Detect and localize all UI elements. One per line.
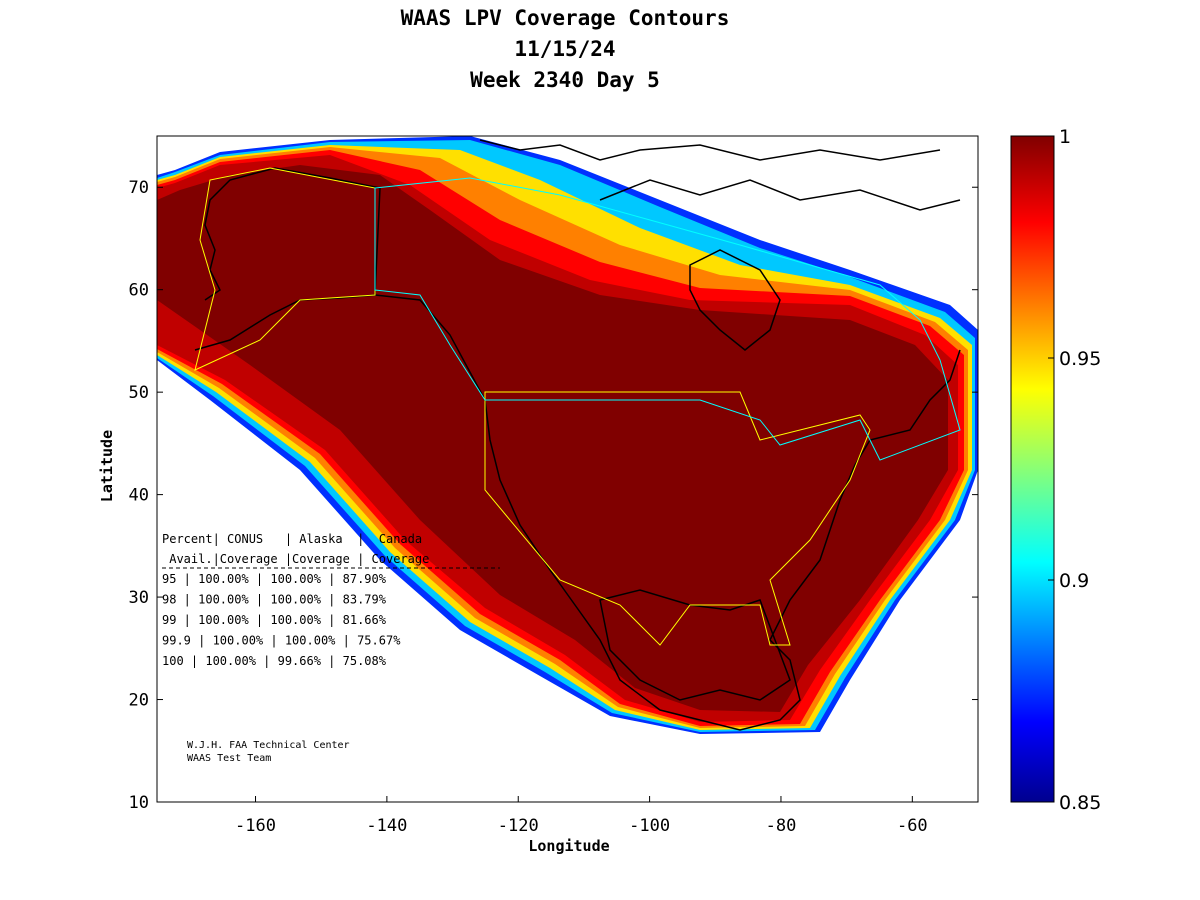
colorbar-tick-label: 0.9 (1059, 570, 1089, 592)
x-axis: -160 -140 -120 -100 -80 -60 (235, 796, 928, 836)
y-tick-label: 20 (129, 691, 149, 711)
x-tick-label: -140 (366, 816, 407, 836)
table-row: 98 | 100.00% | 100.00% | 83.79% (162, 593, 387, 607)
table-row: 99.9 | 100.00% | 100.00% | 75.67% (162, 634, 401, 648)
pacific-coast (374, 294, 701, 721)
x-tick-label: -120 (498, 816, 539, 836)
credit-line-1: W.J.H. FAA Technical Center (187, 740, 350, 751)
arctic-islands-2 (599, 179, 961, 211)
colorbar-tick-label: 1 (1059, 126, 1071, 148)
y-tick-label: 40 (129, 486, 149, 506)
canada-boundary (374, 177, 961, 461)
table-rows: 95 | 100.00% | 100.00% | 87.90% 98 | 100… (162, 572, 401, 668)
title-line-3: Week 2340 Day 5 (470, 68, 660, 92)
service-boundaries (194, 167, 961, 646)
table-row: 99 | 100.00% | 100.00% | 81.66% (162, 613, 387, 627)
hudson-bay (689, 249, 781, 351)
table-header-2: Avail.|Coverage |Coverage | Coverage (162, 552, 429, 566)
y-tick-label: 50 (129, 383, 149, 403)
credit-line-2: WAAS Test Team (187, 753, 271, 764)
title-line-2: 11/15/24 (514, 37, 616, 61)
y-axis-title: Latitude (98, 430, 116, 502)
arctic-islands (479, 139, 941, 161)
y-tick-label: 30 (129, 588, 149, 608)
x-tick-label: -100 (629, 816, 670, 836)
coverage-field (157, 136, 978, 734)
x-tick-label: -80 (766, 816, 797, 836)
x-axis-title: Longitude (528, 837, 609, 855)
colorbar-tick-label: 0.85 (1059, 792, 1101, 814)
table-row: 95 | 100.00% | 100.00% | 87.90% (162, 572, 387, 586)
table-row: 100 | 100.00% | 99.66% | 75.08% (162, 654, 387, 668)
atlantic-coast (699, 349, 961, 731)
plot-frame (156, 135, 979, 803)
y-tick-label: 60 (129, 281, 149, 301)
alaska-coast (194, 167, 381, 351)
table-header-1: Percent| CONUS | Alaska | Canada (162, 532, 422, 546)
y-tick-label: 10 (129, 793, 149, 813)
coverage-table: Percent| CONUS | Alaska | Canada Avail.|… (162, 532, 500, 668)
coverage-full-area (157, 165, 948, 712)
title-line-1: WAAS LPV Coverage Contours (400, 6, 730, 30)
y-axis: 10 20 30 40 50 60 70 (129, 178, 978, 813)
conus-boundary (484, 391, 871, 646)
colorbar-tick-label: 0.95 (1059, 348, 1101, 370)
x-tick-label: -60 (897, 816, 928, 836)
x-tick-label: -160 (235, 816, 276, 836)
y-tick-label: 70 (129, 178, 149, 198)
alaska-boundary (194, 167, 376, 371)
colorbar-ticks: 1 0.95 0.9 0.85 (1048, 126, 1101, 814)
colorbar (1010, 135, 1055, 803)
